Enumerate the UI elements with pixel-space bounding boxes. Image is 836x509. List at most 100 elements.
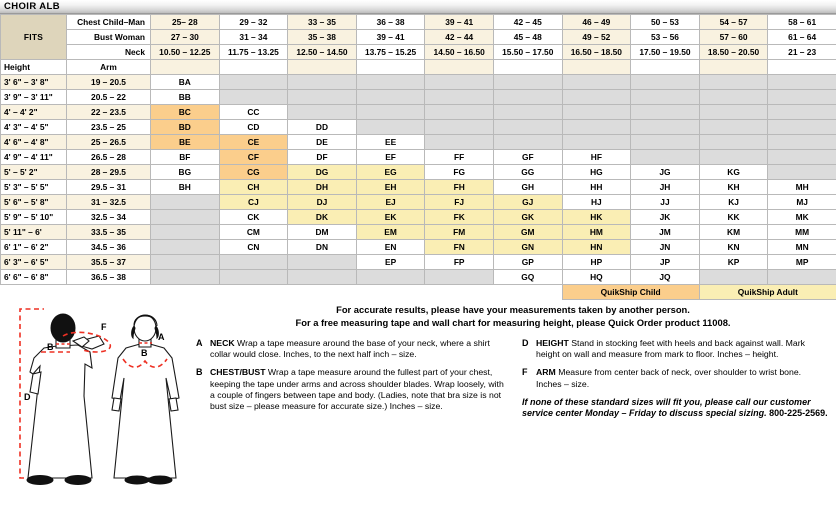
size-code-empty xyxy=(561,74,632,90)
table-row: 6' 3" – 6' 5" 35.5 – 37 EP FP GP HP JP KP MP xyxy=(0,254,836,270)
size-code-JM: JM xyxy=(630,224,700,240)
size-code-empty xyxy=(767,119,836,135)
size-code-empty xyxy=(150,254,220,270)
arm-range: 32.5 – 34 xyxy=(66,209,151,225)
bust-range-7: 53 – 56 xyxy=(630,29,700,45)
bust-range-2: 35 – 38 xyxy=(287,29,357,45)
male-measure-markers xyxy=(19,308,112,479)
lead-line-2: For a free measuring tape and wall chart… xyxy=(295,316,731,328)
size-code-KM: KM xyxy=(698,224,769,240)
header-spacer-2 xyxy=(287,59,357,75)
height-range: 3' 6" – 3' 8" xyxy=(0,74,67,90)
size-code-empty xyxy=(218,254,289,270)
table-row: 6' 1" – 6' 2" 34.5 – 36 CN DN EN FN GN HN JN KN MN xyxy=(0,239,836,255)
size-code-DG: DG xyxy=(287,164,357,180)
table-row: 4' – 4' 2" 22 – 23.5 BC CC xyxy=(0,104,836,120)
size-code-DF: DF xyxy=(287,149,357,165)
height-range: 6' 3" – 6' 5" xyxy=(0,254,67,270)
header-spacer-6 xyxy=(561,59,632,75)
female-measure-markers xyxy=(122,342,168,368)
instruction-term: NECK xyxy=(210,338,235,348)
size-code-CN: CN xyxy=(218,239,289,255)
size-code-FJ: FJ xyxy=(424,194,494,210)
page-title: CHOIR ALB xyxy=(4,0,61,12)
female-mark-a: A xyxy=(158,332,165,342)
size-code-HP: HP xyxy=(561,254,632,270)
height-range: 6' 6" – 6' 8" xyxy=(0,269,67,285)
instruction-body: ARM Measure from center back of neck, ov… xyxy=(536,367,828,389)
arm-range: 35.5 – 37 xyxy=(66,254,151,270)
size-code-empty xyxy=(492,89,563,105)
table-row: 3' 9" – 3' 11" 20.5 – 22 BB xyxy=(0,89,836,105)
size-code-GQ: GQ xyxy=(492,269,563,285)
size-code-BF: BF xyxy=(150,149,220,165)
table-row: 4' 6" – 4' 8" 25 – 26.5 BE CE DE EE xyxy=(0,134,836,150)
instruction-body: HEIGHT Stand in stocking feet with heels… xyxy=(536,338,828,360)
size-code-BC: BC xyxy=(150,104,220,120)
size-code-empty xyxy=(355,269,426,285)
neck-range-5: 15.50 – 17.50 xyxy=(492,44,563,60)
header-spacer-1 xyxy=(218,59,289,75)
fits-label: FITS xyxy=(0,14,67,60)
table-row: 3' 6" – 3' 8" 19 – 20.5 BA xyxy=(0,74,836,90)
size-code-empty xyxy=(218,74,289,90)
size-code-empty xyxy=(218,269,289,285)
size-code-FH: FH xyxy=(424,179,494,195)
female-head xyxy=(131,314,159,342)
header-spacer-8 xyxy=(698,59,769,75)
neck-range-8: 18.50 – 20.50 xyxy=(698,44,769,60)
table-row: 6' 6" – 6' 8" 36.5 – 38 GQ HQ JQ xyxy=(0,269,836,285)
size-code-BE: BE xyxy=(150,134,220,150)
height-range: 4' – 4' 2" xyxy=(0,104,67,120)
size-code-empty xyxy=(767,149,836,165)
size-code-empty xyxy=(150,269,220,285)
size-code-empty xyxy=(150,224,220,240)
neck-range-2: 12.50 – 14.50 xyxy=(287,44,357,60)
neck-range-6: 16.50 – 18.50 xyxy=(561,44,632,60)
chest-range-2: 33 – 35 xyxy=(287,14,357,30)
size-chart-body: FITS Chest Child–Man 25– 28 29 – 32 33 – 35 3… xyxy=(0,14,836,300)
size-code-empty xyxy=(150,209,220,225)
size-code-empty xyxy=(767,164,836,180)
instruction-body: CHEST/BUST Wrap a tape measure around th… xyxy=(210,367,504,412)
size-code-empty xyxy=(561,134,632,150)
size-code-CJ: CJ xyxy=(218,194,289,210)
size-code-MM: MM xyxy=(767,224,836,240)
table-row: 4' 3" – 4' 5" 23.5 – 25 BD CD DD xyxy=(0,119,836,135)
size-code-KG: KG xyxy=(698,164,769,180)
table-row: 5' 3" – 5' 5" 29.5 – 31 BH CH DH EH FH GH HH JH KH… xyxy=(0,179,836,195)
arm-range: 25 – 26.5 xyxy=(66,134,151,150)
size-code-CK: CK xyxy=(218,209,289,225)
male-mark-d: D xyxy=(24,392,31,402)
size-code-BA: BA xyxy=(150,74,220,90)
bust-range-6: 49 – 52 xyxy=(561,29,632,45)
size-code-HF: HF xyxy=(561,149,632,165)
row-label-bust: Bust Woman xyxy=(66,29,151,45)
size-code-empty xyxy=(424,269,494,285)
size-code-empty xyxy=(424,89,494,105)
arm-range: 22 – 23.5 xyxy=(66,104,151,120)
size-code-CD: CD xyxy=(218,119,289,135)
size-code-empty xyxy=(767,269,836,285)
size-code-empty xyxy=(218,89,289,105)
size-code-empty xyxy=(355,74,426,90)
figure-illustrations: B F D xyxy=(0,300,190,486)
size-code-CF: CF xyxy=(218,149,289,165)
height-range: 5' 3" – 5' 5" xyxy=(0,179,67,195)
size-code-EM: EM xyxy=(355,224,426,240)
size-code-JH: JH xyxy=(630,179,700,195)
size-code-empty xyxy=(698,89,769,105)
instruction-detail: Wrap a tape measure around the fullest p… xyxy=(210,367,504,412)
choir-alb-figures-svg: B F D xyxy=(19,308,180,485)
size-code-empty xyxy=(630,134,700,150)
size-code-CE: CE xyxy=(218,134,289,150)
size-code-EF: EF xyxy=(355,149,426,165)
size-code-MH: MH xyxy=(767,179,836,195)
size-code-empty xyxy=(424,134,494,150)
header-spacer-7 xyxy=(630,59,700,75)
instructions-column-right: D HEIGHT Stand in stocking feet with hee… xyxy=(512,338,836,420)
bust-range-8: 57 – 60 xyxy=(698,29,769,45)
height-range: 6' 1" – 6' 2" xyxy=(0,239,67,255)
size-code-empty xyxy=(355,104,426,120)
male-shoes xyxy=(26,475,92,485)
